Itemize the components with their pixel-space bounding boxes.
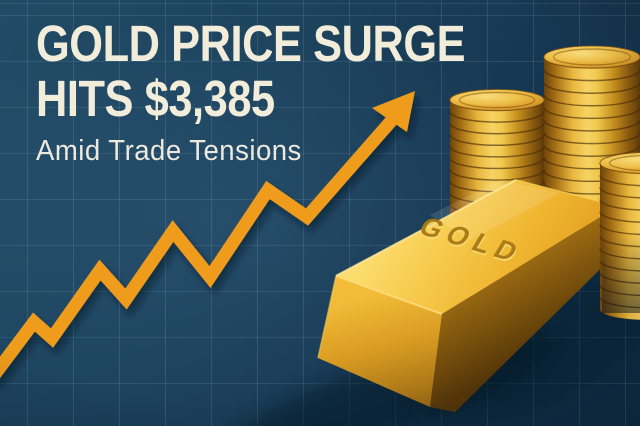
headline-line2: HITS $3,385	[36, 70, 275, 127]
headline-block: GOLD PRICE SURGE HITS $3,385 Amid Trade …	[36, 16, 541, 167]
headline-line1: GOLD PRICE SURGE	[36, 15, 466, 72]
coin-stack-right-shading	[602, 233, 640, 313]
headline-subtitle: Amid Trade Tensions	[36, 135, 302, 167]
